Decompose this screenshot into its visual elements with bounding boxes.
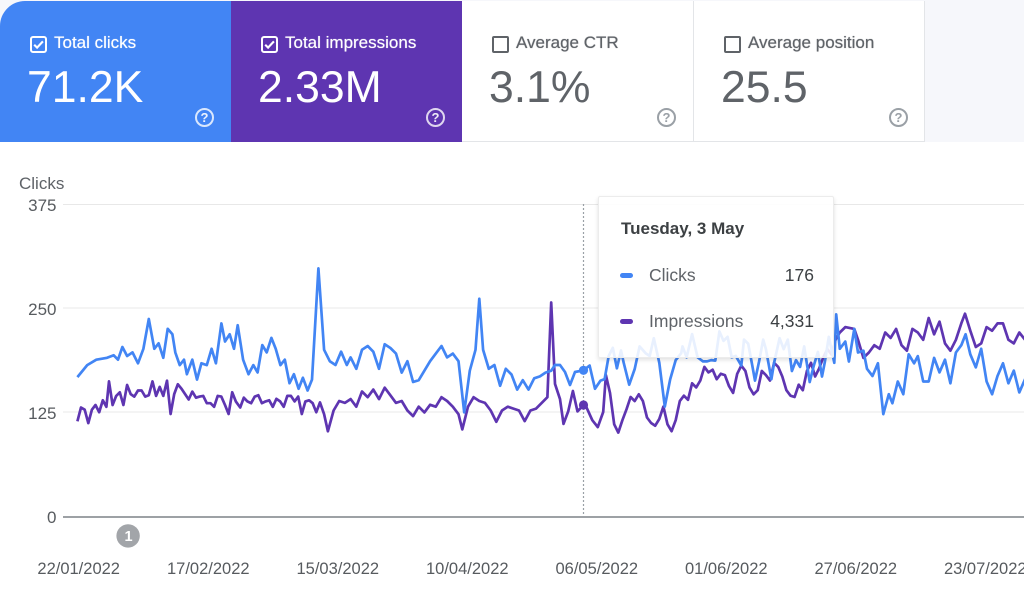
svg-text:1: 1 — [125, 529, 133, 545]
svg-text:06/05/2022: 06/05/2022 — [556, 560, 639, 578]
svg-text:125: 125 — [28, 404, 56, 423]
svg-text:375: 375 — [28, 196, 56, 215]
svg-text:17/02/2022: 17/02/2022 — [167, 560, 250, 578]
svg-text:22/01/2022: 22/01/2022 — [37, 560, 120, 578]
svg-text:10/04/2022: 10/04/2022 — [426, 560, 509, 578]
svg-text:23/07/2022: 23/07/2022 — [944, 560, 1024, 578]
svg-text:0: 0 — [47, 508, 56, 527]
svg-text:15/03/2022: 15/03/2022 — [297, 560, 380, 578]
svg-text:250: 250 — [28, 300, 56, 319]
svg-text:01/06/2022: 01/06/2022 — [685, 560, 768, 578]
svg-text:Clicks: Clicks — [19, 174, 64, 193]
svg-text:27/06/2022: 27/06/2022 — [815, 560, 898, 578]
